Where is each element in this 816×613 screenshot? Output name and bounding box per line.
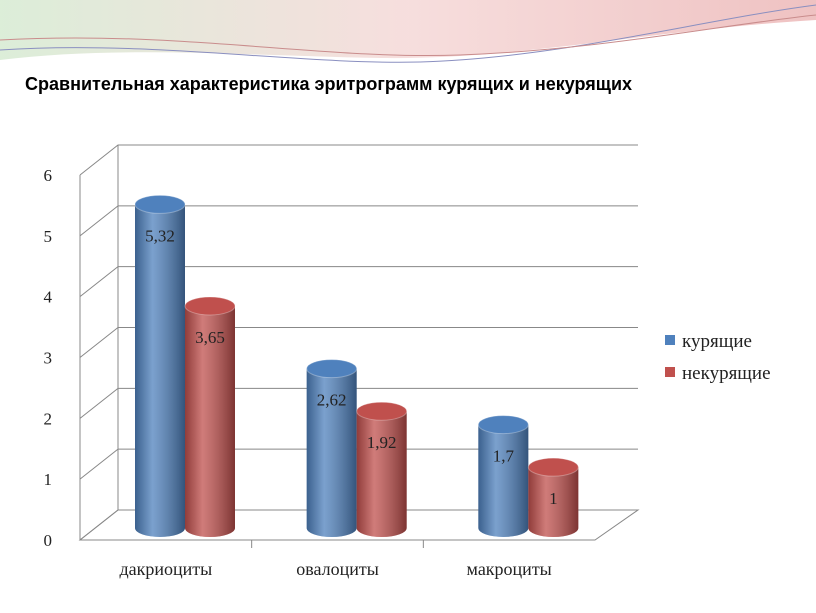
value-label: 1,7 <box>493 447 515 466</box>
x-tick-label: макроциты <box>467 559 552 579</box>
bar-shade <box>478 424 529 537</box>
bar-top <box>477 415 529 435</box>
value-label: 1,92 <box>367 433 397 452</box>
y-tick-label: 2 <box>44 409 53 428</box>
grid-line <box>79 509 638 541</box>
bar <box>477 415 529 537</box>
grid-line <box>79 327 638 358</box>
y-tick-label: 6 <box>44 166 53 185</box>
x-tick-label: дакриоциты <box>119 559 212 579</box>
bar-top <box>134 194 186 214</box>
bar <box>306 359 358 537</box>
y-tick-label: 3 <box>44 349 53 368</box>
grid-line <box>79 387 638 419</box>
legend-swatch <box>665 367 675 377</box>
decor-line <box>0 14 816 57</box>
bar-top <box>306 359 358 379</box>
value-label: 5,32 <box>145 226 175 245</box>
y-tick-label: 5 <box>44 227 53 246</box>
grid-line <box>79 266 638 298</box>
bar-top <box>356 401 408 421</box>
value-label: 2,62 <box>317 391 347 410</box>
bar <box>356 401 408 537</box>
bar-top <box>184 296 236 316</box>
grid-line <box>79 448 638 480</box>
bar <box>527 457 579 537</box>
grid-line <box>79 144 638 176</box>
bar <box>134 194 186 537</box>
bar-shade <box>528 467 579 537</box>
plot: 0 1 2 3 4 5 6 дакриоциты овалоциты макроциты 5,32 2… <box>44 144 771 579</box>
x-tick-label: овалоциты <box>296 559 379 579</box>
chart-title: Сравнительная характеристика эритрограмм… <box>25 74 632 94</box>
bar <box>184 296 236 537</box>
y-tick-label: 4 <box>44 288 53 307</box>
decor-line <box>0 4 816 63</box>
bar-shade <box>185 305 235 537</box>
legend-swatch <box>665 335 675 345</box>
y-tick-label: 0 <box>44 531 53 550</box>
bar-shade <box>135 204 185 537</box>
legend-label: некурящие <box>682 363 771 384</box>
decor-wave <box>0 0 816 60</box>
bar-shade <box>356 411 407 537</box>
bar-top <box>527 457 579 477</box>
y-tick-label: 1 <box>44 470 53 489</box>
legend-label: курящие <box>682 331 752 352</box>
bar-shade <box>306 368 357 537</box>
value-label: 1 <box>549 489 558 508</box>
grid-line <box>79 205 638 237</box>
value-label: 3,65 <box>195 328 225 347</box>
